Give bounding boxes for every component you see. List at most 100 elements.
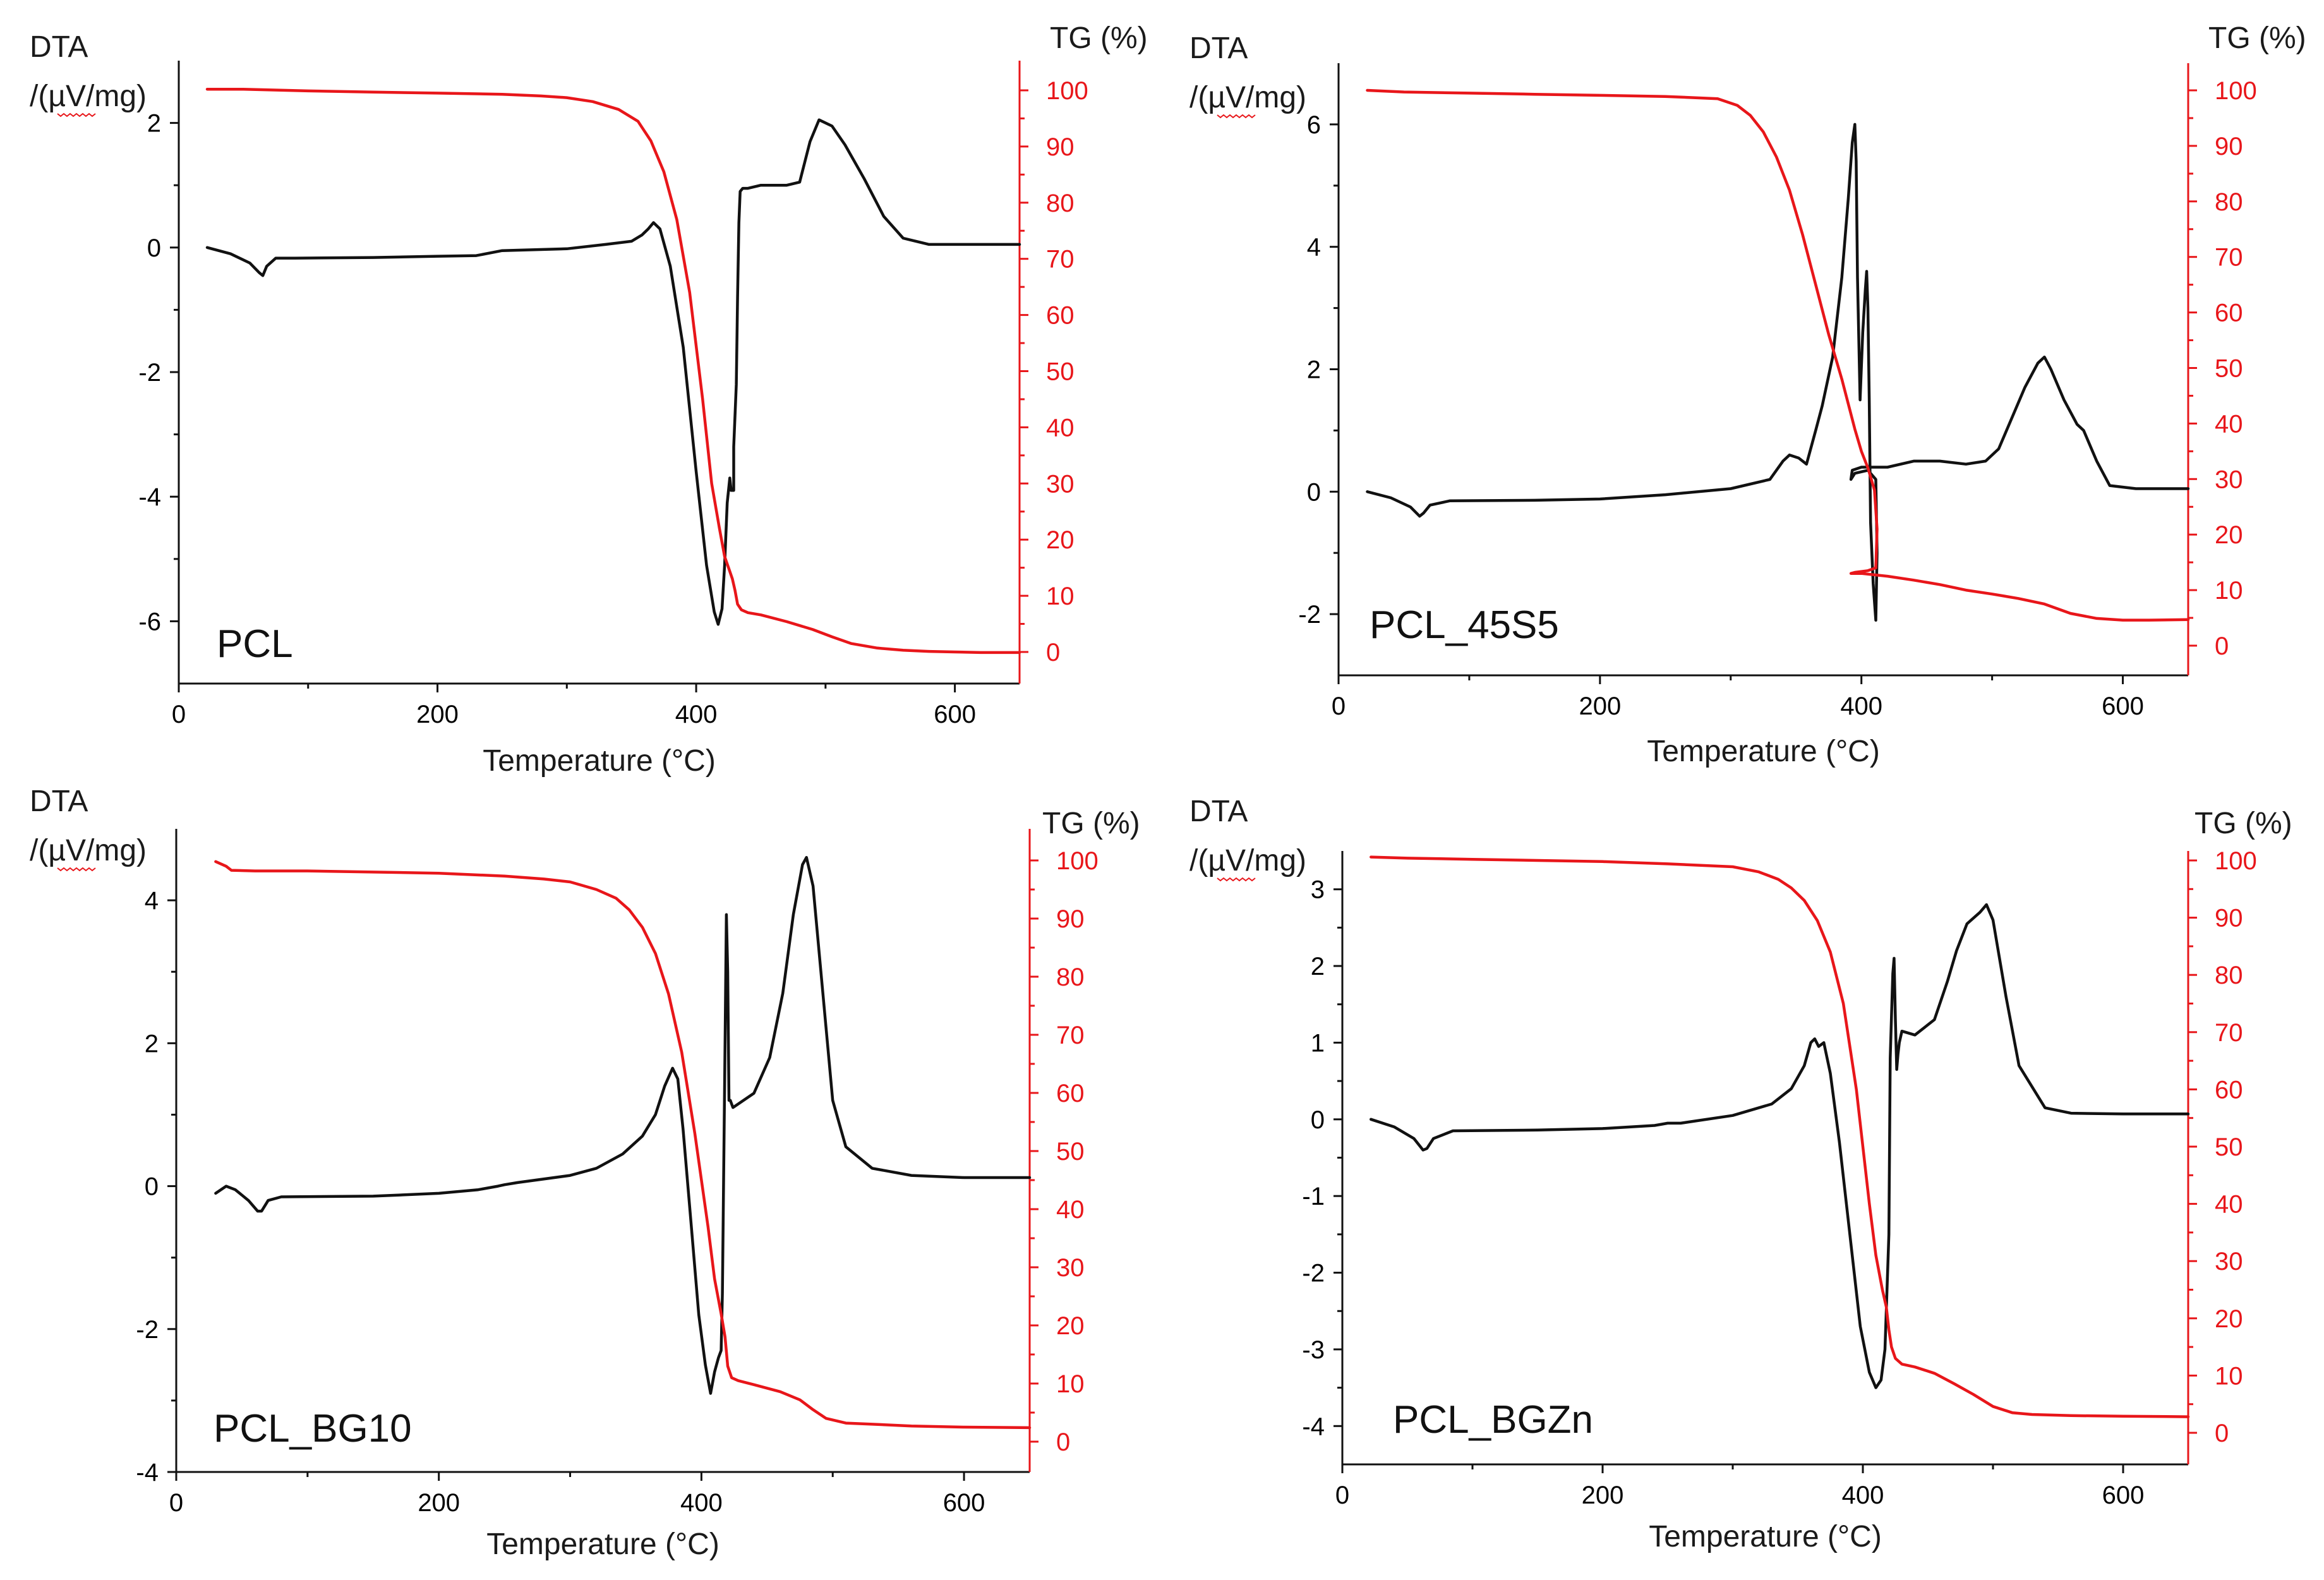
spellcheck-underline [1217, 877, 1256, 882]
dta-tick-label: 4 [1307, 234, 1321, 262]
chart-panel-1: 0 200 400 600-6-4-2020102030405060708090100… [30, 21, 1148, 778]
x-tick-label: 600 [2102, 1481, 2145, 1509]
panel-title: PCL_45S5 [1370, 603, 1559, 647]
x-tick-label: 600 [934, 701, 976, 728]
tg-tick-label: 0 [1046, 639, 1060, 666]
dta-tick-label: 2 [145, 1030, 159, 1058]
tg-series-line [1370, 855, 2190, 1418]
dta-series-line [205, 118, 1021, 626]
tg-tick-label: 50 [1046, 358, 1075, 386]
dta-axis-unit: /(µV/mg) [1189, 81, 1306, 114]
tg-tick-label: 60 [1046, 302, 1075, 330]
tg-tick-label: 50 [2215, 1133, 2243, 1161]
tg-tick-label: 20 [2215, 1305, 2243, 1333]
chart-panel-2: 0 200 400 600-202460102030405060708090100PC… [1189, 21, 2306, 768]
x-axis-title: Temperature (°C) [1647, 735, 1880, 768]
x-tick-label: 400 [1842, 1481, 1884, 1509]
dta-axis-unit: /(µV/mg) [30, 834, 147, 867]
tg-tick-label: 10 [2215, 577, 2243, 605]
dta-axis-title: DTA [1189, 32, 1248, 65]
dta-tick-label: -2 [138, 359, 161, 387]
x-tick-label: 0 [1332, 692, 1346, 720]
dta-tick-label: 0 [147, 234, 161, 262]
tg-tick-label: 10 [1056, 1370, 1085, 1398]
tg-tick-label: 100 [2215, 77, 2257, 105]
tg-axis-title: TG (%) [1042, 807, 1140, 840]
x-tick-label: 600 [2102, 692, 2144, 720]
dta-tick-label: 3 [1311, 876, 1325, 904]
tg-tick-label: 80 [2215, 962, 2243, 989]
tg-series-line [214, 860, 1032, 1430]
tg-tick-label: 100 [1046, 77, 1088, 105]
dta-tick-label: -3 [1302, 1336, 1325, 1364]
tg-tick-label: 20 [1056, 1312, 1085, 1340]
x-axis-title: Temperature (°C) [483, 744, 716, 778]
dta-series-line [1370, 903, 2190, 1389]
spellcheck-underline [57, 112, 96, 118]
tg-tick-label: 70 [1046, 246, 1075, 274]
tg-tick-label: 0 [2215, 1420, 2229, 1447]
panel-title: PCL_BGZn [1393, 1398, 1593, 1442]
tg-tick-label: 100 [2215, 847, 2257, 875]
tg-axis-title: TG (%) [2208, 21, 2306, 55]
tg-series-line [205, 87, 1021, 654]
tg-axis-title: TG (%) [2195, 807, 2292, 840]
tg-tick-label: 30 [1056, 1254, 1085, 1282]
dta-tick-label: 0 [1307, 478, 1321, 506]
dta-axis-unit: /(µV/mg) [1189, 844, 1306, 877]
dta-series-line [1366, 123, 2190, 622]
x-axis-title: Temperature (°C) [1649, 1520, 1882, 1553]
dta-tick-label: 2 [1307, 356, 1321, 384]
tg-tick-label: 40 [2215, 410, 2243, 438]
tg-tick-label: 10 [1046, 582, 1075, 610]
tg-tick-label: 80 [1056, 963, 1085, 991]
tg-axis-title: TG (%) [1050, 21, 1148, 55]
dta-tick-label: 4 [145, 887, 159, 915]
x-tick-label: 400 [680, 1489, 723, 1517]
dta-tick-label: -4 [138, 483, 161, 511]
x-tick-label: 0 [172, 701, 186, 728]
dta-tick-label: -2 [1298, 601, 1321, 629]
tg-tick-label: 30 [2215, 466, 2243, 493]
dta-tick-label: 2 [1311, 953, 1325, 980]
tg-tick-label: 20 [1046, 526, 1075, 554]
dta-tick-label: -4 [1302, 1413, 1325, 1440]
tg-series-line [1366, 88, 2190, 622]
chart-panel-3: 0 200 400 600-4-20240102030405060708090100P… [30, 785, 1140, 1561]
spellcheck-underline [1217, 114, 1256, 119]
tg-tick-label: 80 [2215, 188, 2243, 216]
x-tick-label: 200 [1579, 692, 1621, 720]
tg-tick-label: 50 [2215, 355, 2243, 383]
tg-tick-label: 40 [2215, 1191, 2243, 1219]
tg-tick-label: 70 [1056, 1022, 1085, 1049]
x-tick-label: 0 [169, 1489, 183, 1517]
dta-tick-label: -2 [1302, 1260, 1325, 1288]
dta-tick-label: -4 [136, 1459, 159, 1487]
tg-tick-label: 0 [2215, 632, 2229, 660]
tg-tick-label: 20 [2215, 521, 2243, 549]
tg-tick-label: 90 [2215, 905, 2243, 932]
tg-tick-label: 30 [1046, 470, 1075, 498]
tg-tick-label: 70 [2215, 244, 2243, 272]
dta-tick-label: -2 [136, 1316, 159, 1344]
tg-tick-label: 70 [2215, 1019, 2243, 1047]
tg-tick-label: 90 [1056, 905, 1085, 933]
x-tick-label: 200 [416, 701, 459, 728]
dta-tick-label: 1 [1311, 1029, 1325, 1057]
x-tick-label: 400 [675, 701, 718, 728]
tg-tick-label: 60 [2215, 1076, 2243, 1104]
dta-tick-label: -6 [138, 608, 161, 636]
tg-tick-label: 0 [1056, 1428, 1070, 1456]
panel-title: PCL_BG10 [214, 1407, 412, 1450]
dta-tick-label: -1 [1302, 1183, 1325, 1210]
x-axis-title: Temperature (°C) [486, 1528, 719, 1561]
x-tick-label: 200 [418, 1489, 460, 1517]
dta-tick-label: 6 [1307, 111, 1321, 139]
x-tick-label: 200 [1582, 1481, 1624, 1509]
dta-tick-label: 2 [147, 110, 161, 138]
dta-tick-label: 0 [1311, 1106, 1325, 1134]
x-tick-label: 400 [1840, 692, 1882, 720]
tg-tick-label: 90 [1046, 133, 1075, 161]
tg-tick-label: 30 [2215, 1248, 2243, 1275]
